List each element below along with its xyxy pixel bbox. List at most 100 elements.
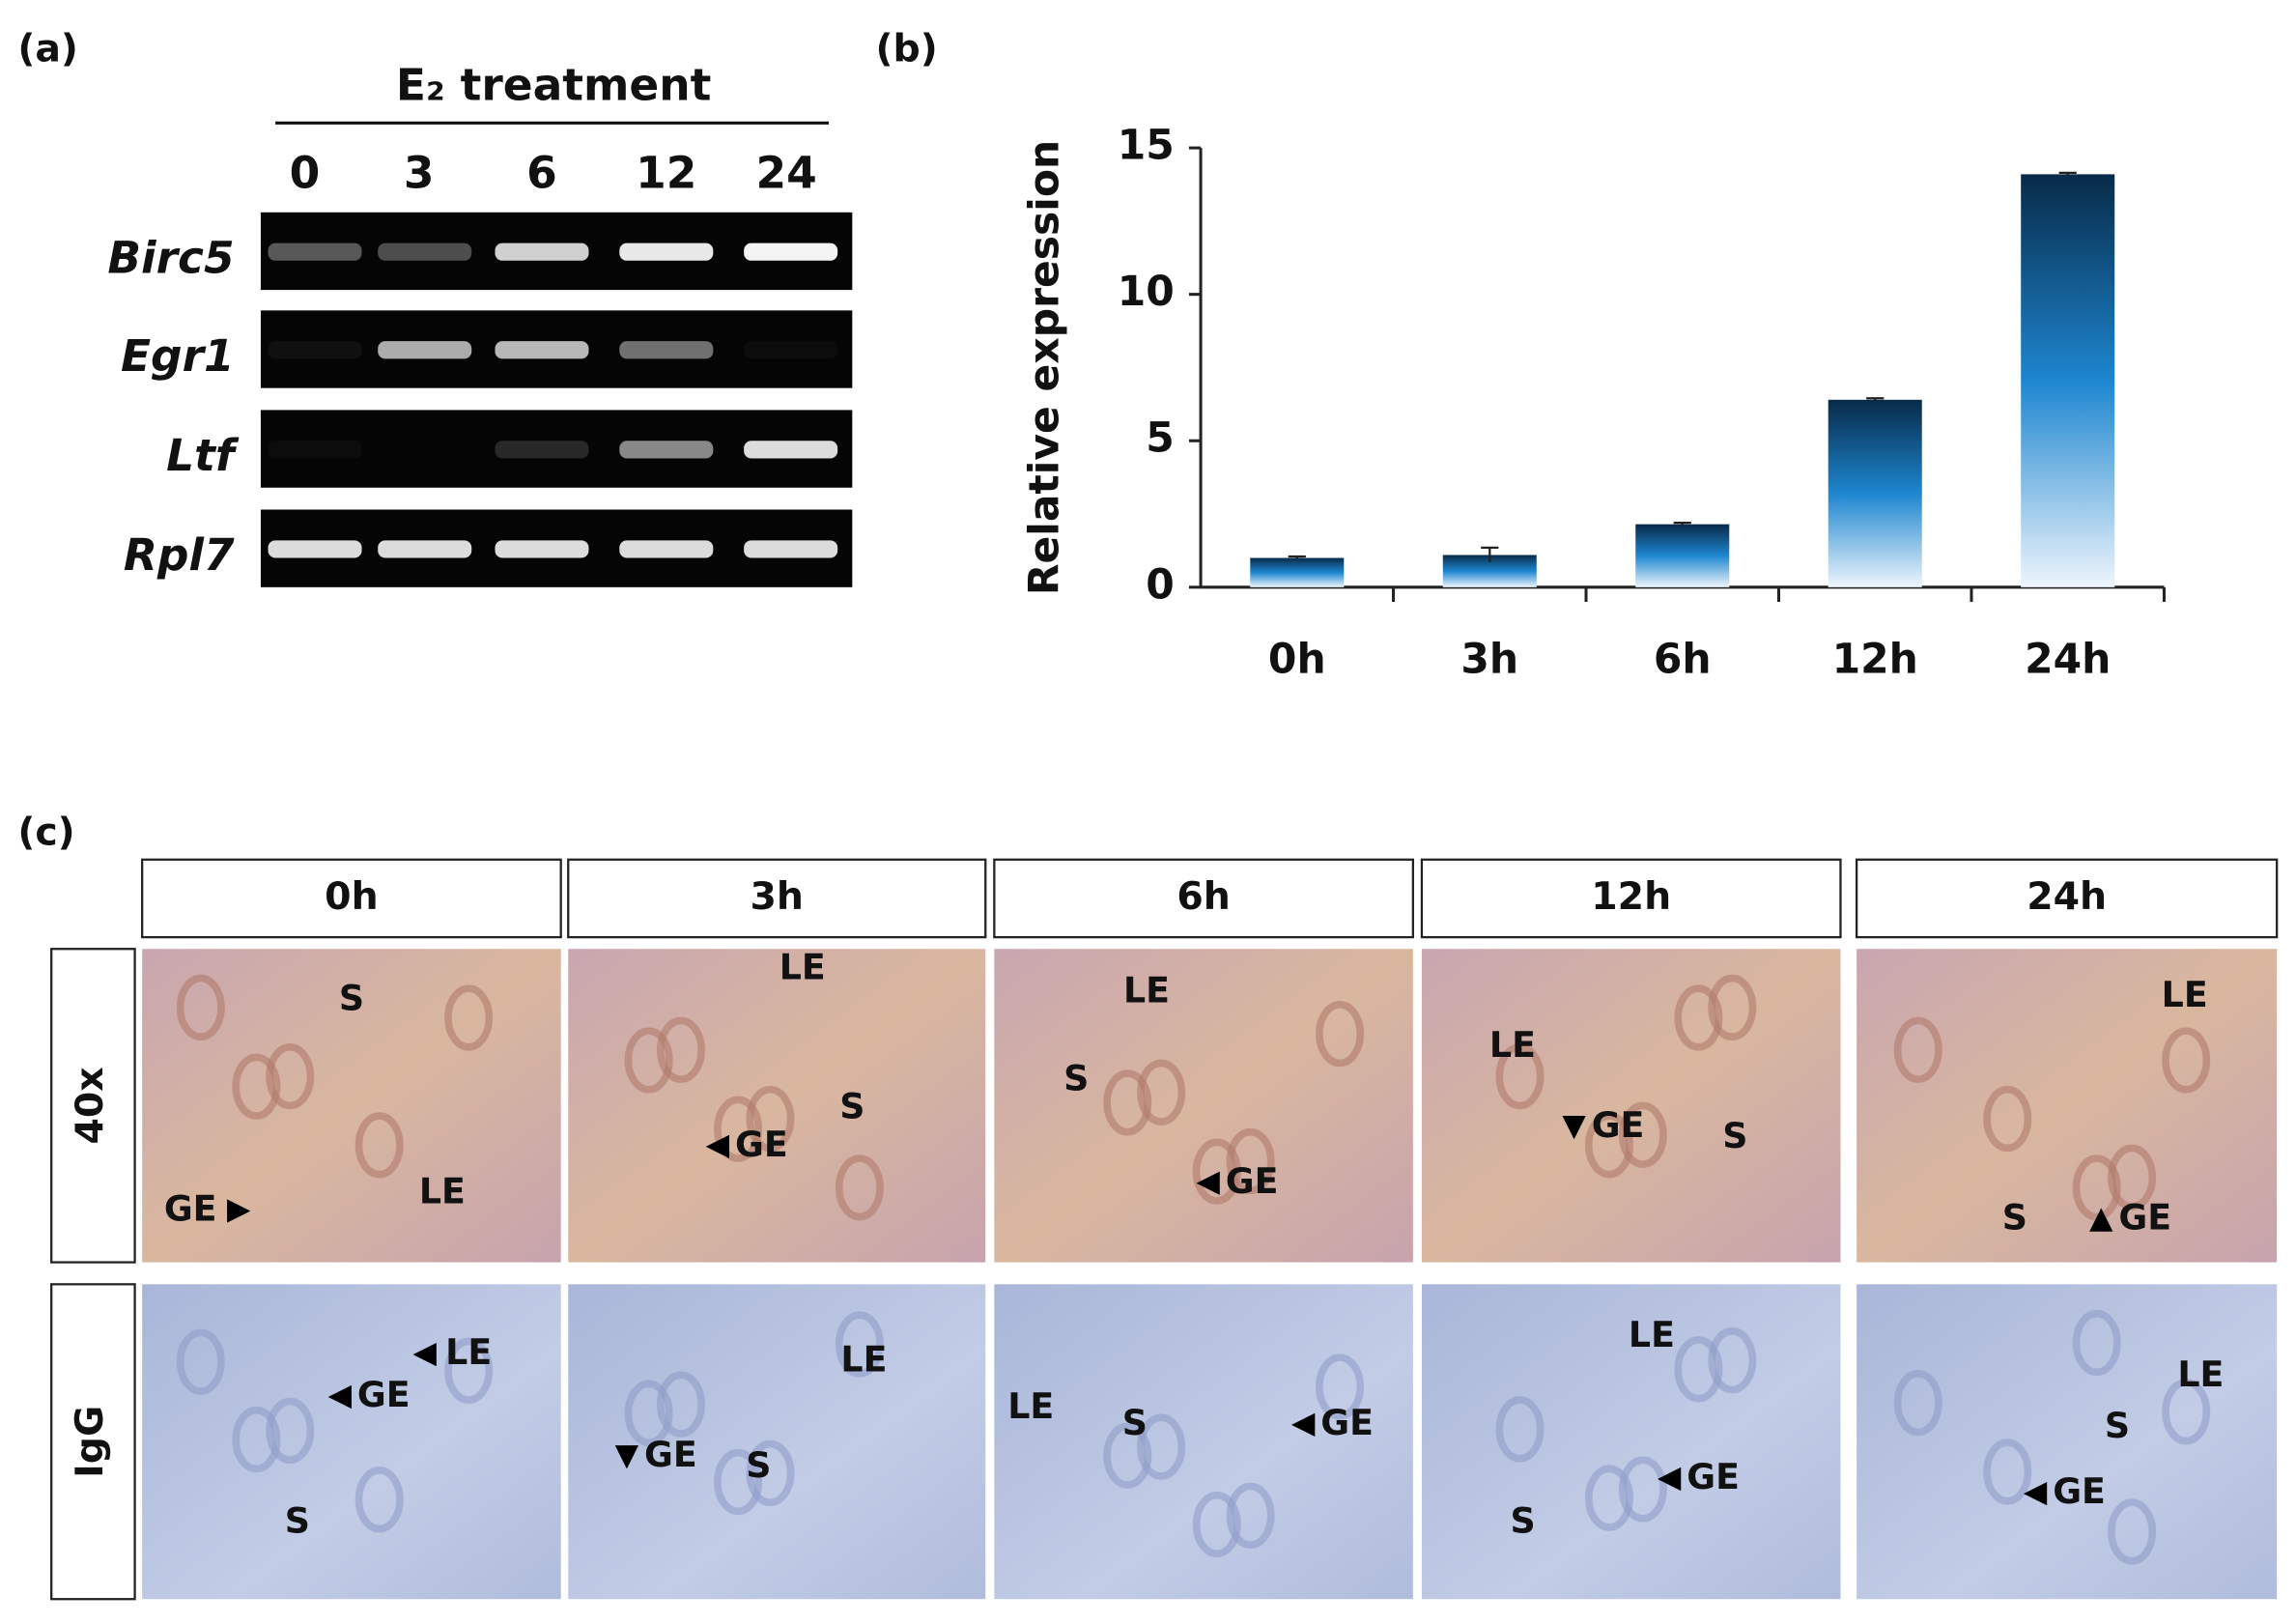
gland bbox=[835, 1154, 884, 1221]
annotation: LE bbox=[1123, 970, 1170, 1011]
gel-band bbox=[744, 242, 838, 261]
micrograph bbox=[1421, 1284, 1841, 1600]
gland bbox=[444, 984, 494, 1051]
arrowhead bbox=[614, 1445, 639, 1469]
annotation: GE bbox=[2118, 1197, 2171, 1239]
annotation: S bbox=[2002, 1197, 2027, 1239]
y-axis-label: Relative expression bbox=[1021, 140, 1068, 595]
gland bbox=[1584, 1465, 1633, 1531]
gland bbox=[2108, 1498, 2157, 1565]
bar bbox=[1635, 524, 1730, 587]
gland bbox=[1192, 1491, 1241, 1558]
row-label: 40x bbox=[68, 1067, 112, 1144]
x-tick-label: 6h bbox=[1654, 637, 1712, 684]
gland bbox=[1584, 1112, 1633, 1179]
gel-band bbox=[378, 341, 472, 359]
lane-label: 12 bbox=[636, 147, 696, 198]
gland bbox=[1103, 1422, 1152, 1489]
gland bbox=[1495, 1042, 1545, 1110]
x-tick-label: 24h bbox=[2025, 637, 2111, 684]
error-bar bbox=[2058, 171, 2077, 176]
lane-label: 24 bbox=[755, 147, 816, 198]
gland bbox=[176, 1328, 225, 1395]
gland bbox=[1983, 1085, 2032, 1153]
gland bbox=[1495, 1396, 1545, 1463]
gland bbox=[1226, 1482, 1275, 1549]
gland bbox=[2162, 1379, 2211, 1445]
gel-band bbox=[268, 540, 362, 558]
gland bbox=[1316, 1353, 1365, 1420]
gland bbox=[1708, 1327, 1757, 1394]
gland bbox=[1893, 1016, 1942, 1083]
micrograph bbox=[1857, 949, 2278, 1263]
arrowhead bbox=[2023, 1481, 2048, 1506]
gel-band bbox=[269, 441, 362, 458]
annotation: LE bbox=[419, 1170, 466, 1211]
gland bbox=[1226, 1127, 1275, 1195]
annotation: GE bbox=[357, 1374, 411, 1415]
gel-band bbox=[495, 540, 589, 558]
gland bbox=[1103, 1069, 1152, 1136]
lane-label: 6 bbox=[526, 147, 557, 198]
gland bbox=[1618, 1101, 1667, 1168]
gel-band bbox=[744, 341, 837, 358]
gel-band bbox=[495, 242, 589, 261]
annotation: GE bbox=[1592, 1104, 1645, 1146]
annotation: S bbox=[1122, 1402, 1148, 1443]
gland bbox=[624, 1027, 673, 1094]
error-bar bbox=[1288, 555, 1306, 560]
gland bbox=[1983, 1439, 2032, 1505]
panel-label: (a) bbox=[17, 27, 78, 71]
gland bbox=[1137, 1413, 1186, 1480]
lane-label: 3 bbox=[404, 147, 435, 198]
arrowhead bbox=[1196, 1171, 1220, 1195]
gel-band bbox=[378, 242, 472, 261]
y-tick-label: 0 bbox=[1146, 561, 1175, 609]
gel-band bbox=[268, 242, 362, 261]
gland bbox=[656, 1371, 705, 1438]
gland bbox=[176, 974, 225, 1040]
gland bbox=[1708, 974, 1757, 1040]
bar bbox=[2021, 174, 2115, 587]
annotation: GE bbox=[1226, 1160, 1279, 1202]
gland bbox=[354, 1467, 404, 1533]
gel-band bbox=[495, 441, 589, 459]
arrowhead bbox=[1657, 1467, 1682, 1492]
column-header-box bbox=[993, 858, 1414, 939]
y-tick-label: 10 bbox=[1118, 269, 1175, 316]
gland bbox=[1316, 1001, 1365, 1068]
gland bbox=[1893, 1370, 1942, 1437]
column-header-box bbox=[1420, 858, 1842, 939]
annotation: LE bbox=[1629, 1314, 1675, 1355]
annotation: S bbox=[746, 1444, 771, 1486]
column-header-box bbox=[567, 858, 987, 939]
gel-band bbox=[378, 540, 472, 558]
micrograph bbox=[1421, 949, 1841, 1263]
gland bbox=[266, 1042, 315, 1110]
annotation: GE bbox=[2053, 1470, 2106, 1512]
panel-label: (c) bbox=[17, 810, 74, 854]
annotation: S bbox=[1063, 1058, 1089, 1099]
gland bbox=[835, 1311, 884, 1378]
gel-band bbox=[619, 540, 714, 558]
arrowhead bbox=[705, 1134, 729, 1158]
annotation: LE bbox=[1489, 1024, 1536, 1066]
annotation: GE bbox=[1320, 1402, 1374, 1443]
gland bbox=[656, 1016, 705, 1083]
gland bbox=[746, 1085, 795, 1153]
row-label-box bbox=[50, 1283, 136, 1601]
gene-label: Ltf bbox=[166, 430, 240, 481]
annotation: LE bbox=[445, 1331, 492, 1373]
gland bbox=[1618, 1456, 1667, 1523]
column-header: 6h bbox=[1176, 874, 1230, 919]
annotation: S bbox=[339, 977, 364, 1018]
panel-label: (b) bbox=[876, 27, 938, 71]
gene-label: Egr1 bbox=[121, 330, 235, 382]
arrowhead bbox=[1291, 1412, 1316, 1437]
annotation: GE bbox=[735, 1124, 788, 1165]
gland bbox=[1137, 1059, 1186, 1125]
lane-label: 0 bbox=[290, 147, 321, 198]
arrowhead bbox=[1562, 1116, 1586, 1140]
gene-label: Rpl7 bbox=[124, 529, 235, 581]
